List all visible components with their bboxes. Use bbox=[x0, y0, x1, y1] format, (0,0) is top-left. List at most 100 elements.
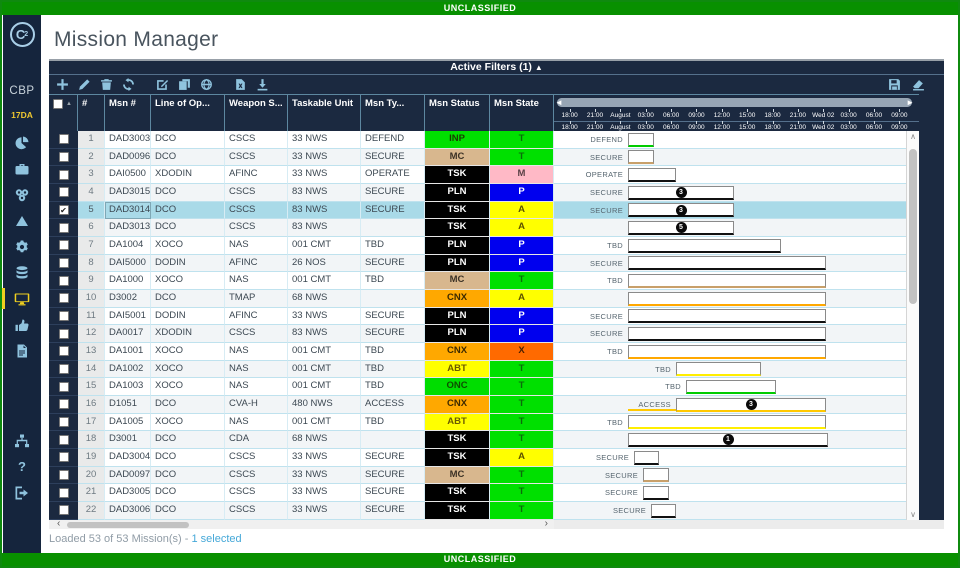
gantt-row[interactable]: SECURE bbox=[554, 502, 919, 520]
table-row[interactable]: 1 DAD3003 DCO CSCS 33 NWS DEFEND INP T bbox=[49, 131, 554, 149]
slider-left-arrow-icon[interactable]: ◄ bbox=[555, 98, 563, 107]
select-all-checkbox[interactable] bbox=[53, 99, 63, 109]
scroll-up-icon[interactable]: ∧ bbox=[910, 132, 916, 141]
table-row[interactable]: 4 DAD3015 DCO CSCS 83 NWS SECURE PLN P bbox=[49, 184, 554, 202]
row-checkbox[interactable] bbox=[58, 328, 69, 339]
gantt-row[interactable]: SECURE bbox=[554, 449, 919, 467]
gantt-bar[interactable] bbox=[676, 362, 761, 377]
col-header-taskable-unit[interactable]: Taskable Unit bbox=[288, 94, 361, 131]
table-row[interactable]: 9 DA1000 XOCO NAS 001 CMT TBD MC T bbox=[49, 272, 554, 291]
horizontal-scroll-thumb[interactable] bbox=[67, 521, 189, 528]
scroll-left-icon[interactable]: ‹ bbox=[57, 518, 61, 529]
gantt-badge[interactable]: 1 bbox=[722, 434, 734, 446]
row-checkbox[interactable] bbox=[58, 152, 69, 162]
gantt-bar[interactable] bbox=[628, 150, 654, 165]
globe-icon[interactable] bbox=[199, 77, 214, 92]
row-checkbox[interactable] bbox=[58, 364, 69, 375]
row-checkbox[interactable] bbox=[58, 240, 69, 251]
gantt-bar[interactable] bbox=[628, 291, 826, 306]
sort-arrow-icon[interactable]: ▲ bbox=[66, 101, 72, 107]
sidebar-item-document-icon[interactable] bbox=[14, 342, 31, 359]
gantt-bar[interactable] bbox=[643, 485, 669, 500]
sidebar-item-pie-chart-icon[interactable] bbox=[14, 134, 31, 151]
sidebar-item-triangle-icon[interactable] bbox=[14, 212, 31, 229]
gantt-row[interactable]: TBD bbox=[554, 413, 919, 432]
edit-icon[interactable] bbox=[77, 77, 92, 92]
table-row[interactable]: 18 D3001 DCO CDA 68 NWS TSK T bbox=[49, 431, 554, 450]
gantt-row[interactable]: OPERATE bbox=[554, 166, 919, 185]
col-header-msn-status[interactable]: Msn Status bbox=[425, 94, 490, 131]
gantt-bar[interactable] bbox=[651, 503, 676, 518]
row-checkbox[interactable] bbox=[58, 311, 69, 322]
sidebar-item-logout-icon[interactable] bbox=[14, 484, 31, 501]
timeline-range-slider[interactable]: ◄ ► bbox=[555, 98, 914, 107]
copy-icon[interactable] bbox=[177, 77, 192, 92]
table-row[interactable]: 10 D3002 DCO TMAP 68 NWS CNX A bbox=[49, 290, 554, 308]
gantt-bar[interactable] bbox=[628, 132, 654, 147]
export-excel-icon[interactable] bbox=[233, 77, 248, 92]
row-checkbox[interactable] bbox=[58, 381, 69, 392]
col-header-msn[interactable]: Msn # bbox=[105, 94, 151, 131]
sidebar-item-help-icon[interactable]: ? bbox=[18, 459, 26, 474]
refresh-icon[interactable] bbox=[121, 77, 136, 92]
gantt-badge[interactable]: 3 bbox=[745, 399, 757, 411]
row-checkbox[interactable] bbox=[58, 169, 69, 180]
sidebar-item-gears-icon[interactable] bbox=[14, 238, 31, 255]
gantt-row[interactable]: 5 bbox=[554, 219, 919, 238]
save-icon[interactable] bbox=[887, 77, 902, 92]
row-checkbox[interactable] bbox=[58, 187, 69, 198]
gantt-badge[interactable]: 3 bbox=[675, 204, 687, 216]
table-row[interactable]: 21 DAD3005 DCO CSCS 33 NWS SECURE TSK T bbox=[49, 484, 554, 503]
table-row[interactable]: 16 D1051 DCO CVA-H 480 NWS ACCESS CNX T bbox=[49, 396, 554, 414]
table-row[interactable]: 17 DA1005 XOCO NAS 001 CMT TBD ABT T bbox=[49, 413, 554, 432]
gantt-row[interactable]: 1 bbox=[554, 431, 919, 450]
row-checkbox[interactable] bbox=[58, 417, 69, 428]
col-header-num[interactable]: # bbox=[78, 94, 105, 131]
table-row[interactable]: ✔ 5 DAD3014 DCO CSCS 83 NWS SECURE TSK A bbox=[49, 201, 554, 220]
download-icon[interactable] bbox=[255, 77, 270, 92]
sidebar-item-database-icon[interactable] bbox=[14, 264, 31, 281]
row-checkbox[interactable] bbox=[58, 258, 69, 269]
gantt-badge[interactable]: 3 bbox=[675, 187, 687, 199]
table-row[interactable]: 19 DAD3004 DCO CSCS 33 NWS SECURE TSK A bbox=[49, 449, 554, 467]
table-row[interactable]: 2 DAD0096 DCO CSCS 33 NWS SECURE MC T bbox=[49, 148, 554, 167]
gantt-row[interactable]: SECURE 3 bbox=[554, 201, 919, 220]
gantt-row[interactable]: TBD bbox=[554, 237, 919, 255]
row-checkbox[interactable] bbox=[58, 399, 69, 410]
gantt-row[interactable]: ACCESS 3 bbox=[554, 396, 919, 414]
gantt-row[interactable]: SECURE bbox=[554, 466, 919, 485]
gantt-bar[interactable] bbox=[643, 468, 669, 483]
col-header-msn-type[interactable]: Msn Ty... bbox=[361, 94, 425, 131]
vertical-scroll-thumb[interactable] bbox=[909, 149, 917, 304]
row-checkbox[interactable] bbox=[58, 346, 69, 357]
selected-count-link[interactable]: 1 selected bbox=[191, 533, 242, 545]
row-checkbox[interactable] bbox=[58, 222, 69, 233]
gantt-vertical-scrollbar[interactable]: ∧ ∨ bbox=[906, 131, 919, 520]
table-horizontal-scrollbar[interactable]: ‹ › bbox=[49, 518, 554, 529]
sidebar-item-thumbs-up-icon[interactable] bbox=[14, 316, 31, 333]
gantt-bar[interactable] bbox=[628, 238, 781, 253]
gantt-bar[interactable] bbox=[628, 256, 826, 271]
table-row[interactable]: 7 DA1004 XOCO NAS 001 CMT TBD PLN P bbox=[49, 237, 554, 255]
row-checkbox[interactable]: ✔ bbox=[58, 205, 69, 216]
gantt-bar[interactable] bbox=[628, 415, 826, 430]
row-checkbox[interactable] bbox=[58, 134, 69, 145]
row-checkbox[interactable] bbox=[58, 505, 69, 516]
gantt-bar[interactable] bbox=[628, 167, 676, 182]
table-row[interactable]: 20 DAD0097 DCO CSCS 33 NWS SECURE MC T bbox=[49, 466, 554, 485]
table-row[interactable]: 6 DAD3013 DCO CSCS 83 NWS TSK A bbox=[49, 219, 554, 238]
edit-note-icon[interactable] bbox=[155, 77, 170, 92]
row-checkbox[interactable] bbox=[58, 434, 69, 445]
col-header-msn-state[interactable]: Msn State bbox=[490, 94, 554, 131]
table-row[interactable]: 8 DAI5000 DODIN AFINC 26 NOS SECURE PLN P bbox=[49, 254, 554, 273]
col-header-line-of-op[interactable]: Line of Op... bbox=[151, 94, 225, 131]
gantt-badge[interactable]: 5 bbox=[675, 222, 687, 234]
sidebar-item-briefcase-icon[interactable] bbox=[14, 160, 31, 177]
table-row[interactable]: 14 DA1002 XOCO NAS 001 CMT TBD ABT T bbox=[49, 360, 554, 379]
row-checkbox[interactable] bbox=[58, 487, 69, 498]
gantt-bar[interactable] bbox=[628, 273, 826, 288]
gantt-bar[interactable] bbox=[628, 344, 826, 359]
gantt-row[interactable]: TBD bbox=[554, 360, 919, 379]
gantt-bar[interactable] bbox=[634, 450, 659, 465]
